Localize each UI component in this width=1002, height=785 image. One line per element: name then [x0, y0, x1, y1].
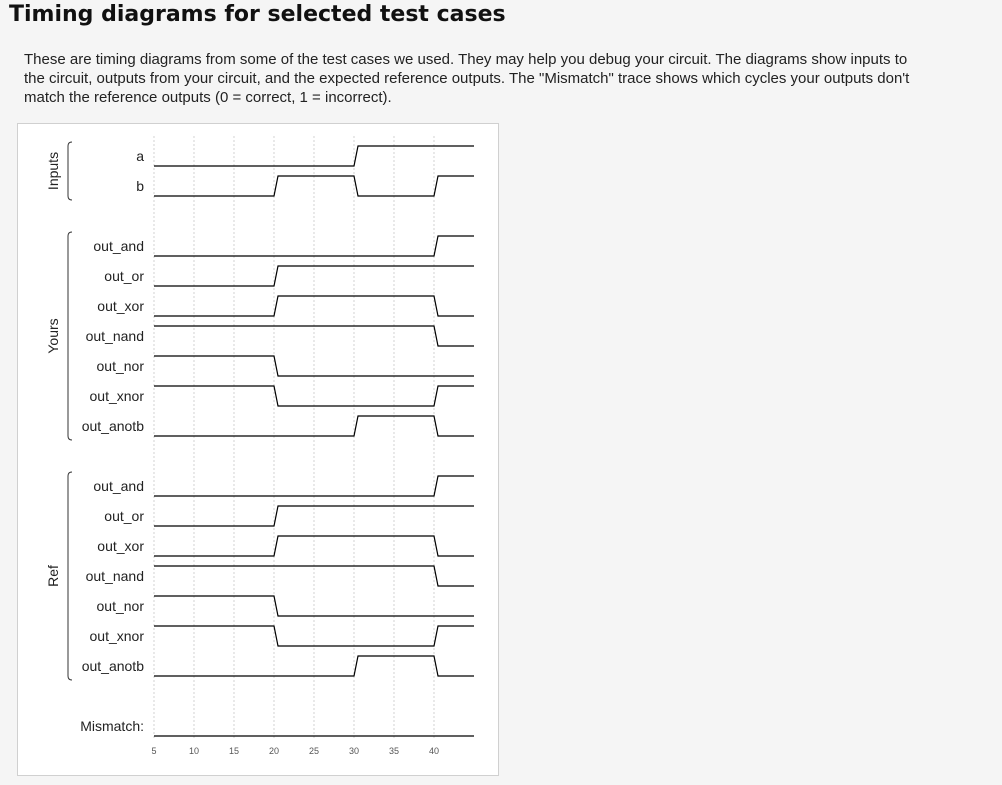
signal-inputs-b-label: b: [136, 178, 144, 194]
signal-inputs-a-label: a: [136, 148, 144, 164]
signal-yours-out_xnor-trace: [154, 385, 474, 407]
group-inputs-label: Inputs: [45, 152, 61, 190]
signal-ref-out_or-trace: [154, 505, 474, 527]
signal-yours-out_or-trace: [154, 265, 474, 287]
signal-ref-out_xnor-trace: [154, 625, 474, 647]
intro-line: the circuit, outputs from your circuit, …: [24, 70, 910, 87]
x-tick-label: 15: [229, 746, 239, 756]
signal-yours-out_and-label: out_and: [93, 238, 144, 254]
x-tick-label: 40: [429, 746, 439, 756]
x-tick-label: 5: [151, 746, 156, 756]
signal-ref-out_and-trace: [154, 475, 474, 497]
signal-ref-out_nand-trace: [154, 565, 474, 587]
signal-inputs-a-trace: [154, 145, 474, 167]
signal-yours-out_xor-trace: [154, 295, 474, 317]
intro-paragraph: These are timing diagrams from some of t…: [24, 50, 1002, 107]
signal-yours-out_nand-trace: [154, 325, 474, 347]
x-tick-label: 35: [389, 746, 399, 756]
page-title: Timing diagrams for selected test cases: [9, 2, 506, 27]
signal-yours-out_xnor-label: out_xnor: [90, 388, 145, 404]
x-tick-label: 25: [309, 746, 319, 756]
signal-mismatch-label: Mismatch:: [80, 718, 144, 734]
signal-ref-out_anotb-label: out_anotb: [82, 658, 144, 674]
signal-yours-out_anotb-label: out_anotb: [82, 418, 144, 434]
signal-ref-out_nand-label: out_nand: [86, 568, 144, 584]
group-ref-label: Ref: [45, 565, 61, 587]
signal-yours-out_or-label: out_or: [104, 268, 144, 284]
x-tick-label: 30: [349, 746, 359, 756]
group-yours-brace: [67, 231, 73, 441]
signal-ref-out_xnor-label: out_xnor: [90, 628, 145, 644]
signal-yours-out_xor-label: out_xor: [97, 298, 144, 314]
intro-line: match the reference outputs (0 = correct…: [24, 89, 392, 106]
timing-diagram-panel: a b Inputs out_and out_or out_xor out_nand out_…: [17, 123, 499, 776]
signal-ref-out_nor-trace: [154, 595, 474, 617]
x-tick-label: 10: [189, 746, 199, 756]
timing-diagram: ab Inputs out_and out_or out_xor out_nand out_…: [45, 136, 474, 756]
signal-ref-out_nor-label: out_nor: [97, 598, 145, 614]
signal-yours-out_anotb-trace: [154, 415, 474, 437]
signal-ref-out_xor-label: out_xor: [97, 538, 144, 554]
signal-yours-out_and-trace: [154, 235, 474, 257]
x-tick-label: 20: [269, 746, 279, 756]
group-inputs-brace: [67, 141, 73, 201]
group-yours-label: Yours: [45, 318, 61, 353]
signal-inputs-b-trace: [154, 175, 474, 197]
signal-ref-out_xor-trace: [154, 535, 474, 557]
signal-yours-out_nand-label: out_nand: [86, 328, 144, 344]
signal-ref-out_anotb-trace: [154, 655, 474, 677]
signal-ref-out_or-label: out_or: [104, 508, 144, 524]
signal-ref-out_and-label: out_and: [93, 478, 144, 494]
group-ref-brace: [67, 471, 73, 681]
signal-yours-out_nor-trace: [154, 355, 474, 377]
intro-line: These are timing diagrams from some of t…: [24, 51, 908, 68]
signal-yours-out_nor-label: out_nor: [97, 358, 145, 374]
